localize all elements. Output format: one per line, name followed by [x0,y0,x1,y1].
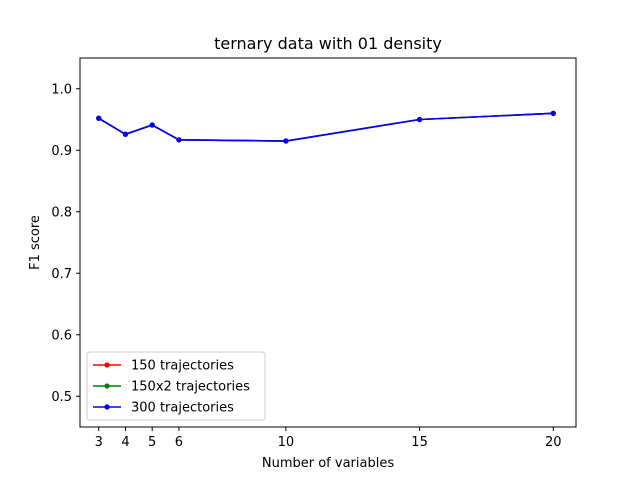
data-point [416,116,423,123]
y-tick-label: 0.9 [51,144,72,159]
x-tick-label: 15 [411,435,428,450]
data-point [283,138,289,144]
x-axis-ticks: 3 4 5 6 10 15 20 [95,427,562,450]
legend-marker [104,383,110,389]
x-tick-label: 10 [278,435,295,450]
y-tick-label: 1.0 [51,82,72,97]
legend-marker [104,362,110,368]
legend-label: 150 trajectories [131,359,234,374]
plot-frame [79,57,577,428]
legend-label: 300 trajectories [131,401,234,416]
series-3 [96,110,556,144]
chart-title: ternary data with 01 density [214,34,442,53]
data-point [550,110,556,116]
legend-label: 150x2 trajectories [131,380,250,395]
y-axis-label: F1 score [28,215,43,270]
x-tick-label: 5 [148,435,156,450]
data-point [96,115,102,121]
x-tick-label: 6 [175,435,183,450]
series-layer [96,110,556,144]
data-point [176,137,182,143]
x-axis-label: Number of variables [262,456,394,471]
data-point [149,122,155,128]
y-axis-ticks: 0.5 0.6 0.7 0.8 0.9 1.0 [51,82,80,405]
y-tick-label: 0.5 [51,390,72,405]
legend-marker [104,404,110,410]
legend-box [86,351,266,421]
y-tick-label: 0.8 [51,205,72,220]
data-point [122,131,129,137]
x-tick-label: 4 [121,435,129,450]
legend: 150 trajectories 150x2 trajectories 300 tr… [86,351,266,421]
y-tick-label: 0.7 [51,267,72,282]
x-tick-label: 20 [545,435,562,450]
y-tick-label: 0.6 [51,328,72,343]
x-tick-label: 3 [95,435,103,450]
